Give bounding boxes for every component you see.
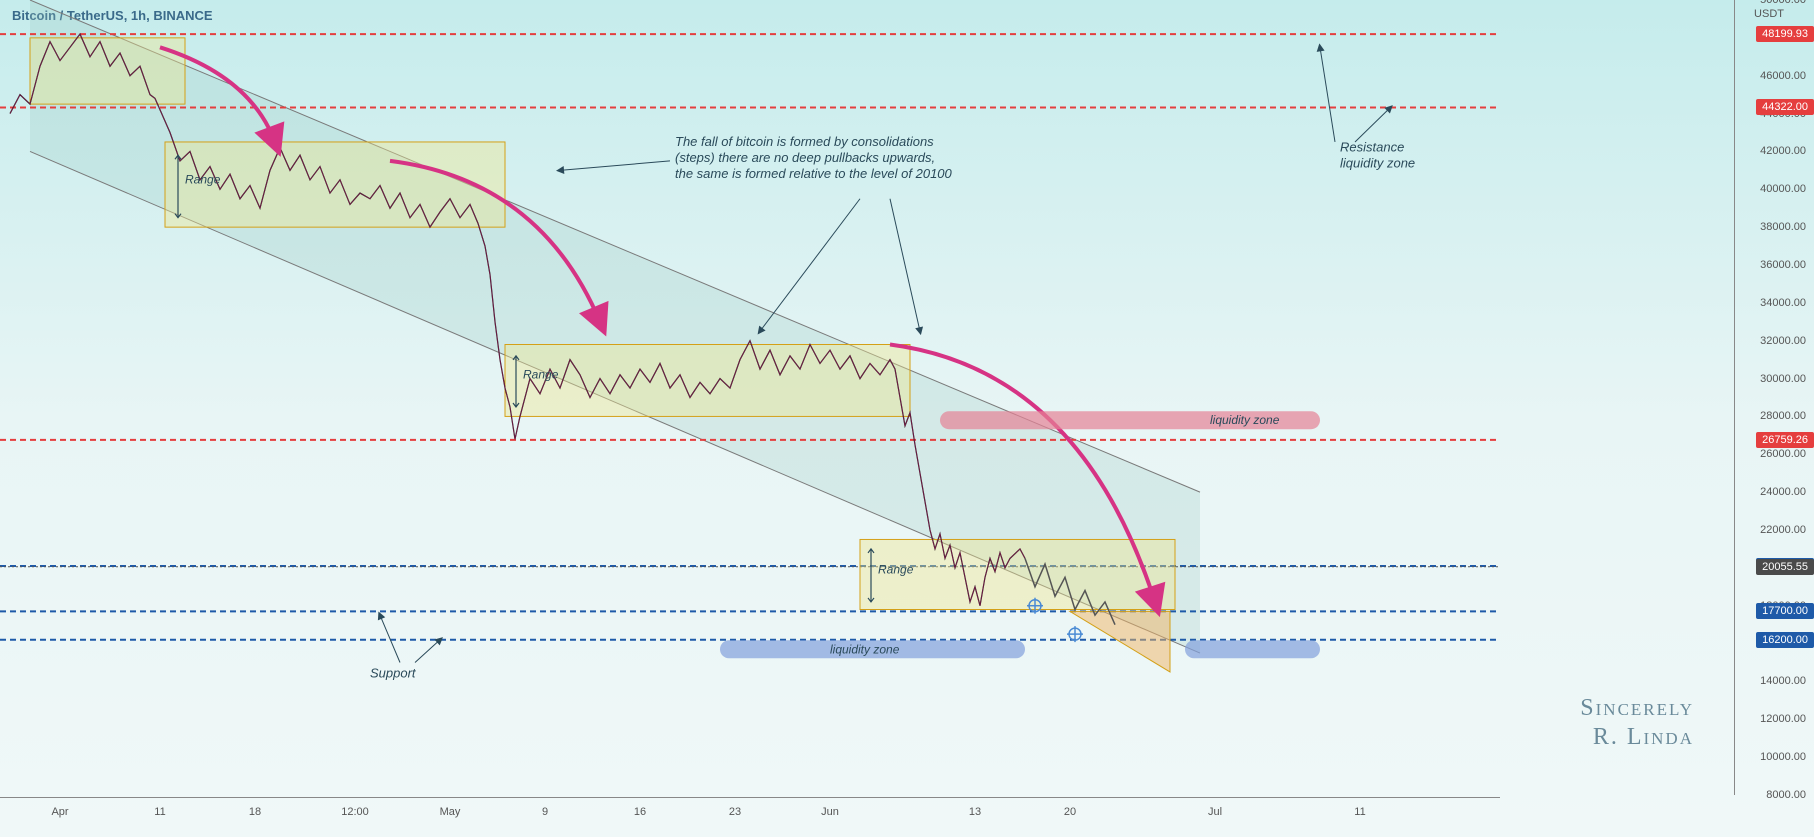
svg-text:Range: Range (878, 563, 914, 577)
svg-text:Resistance: Resistance (1340, 139, 1404, 154)
x-tick: 9 (542, 806, 548, 818)
price-label: 26759.26 (1756, 432, 1814, 448)
svg-text:liquidity zone: liquidity zone (830, 642, 900, 656)
svg-text:Range: Range (523, 368, 559, 382)
svg-text:(steps) there are no deep pull: (steps) there are no deep pullbacks upwa… (675, 150, 935, 165)
y-tick: 12000.00 (1760, 713, 1806, 725)
y-axis: 8000.0010000.0012000.0014000.0016000.001… (1734, 0, 1814, 795)
x-tick: Jul (1208, 806, 1222, 818)
price-label: 17700.00 (1756, 603, 1814, 619)
x-tick: May (440, 806, 461, 818)
y-tick: 42000.00 (1760, 145, 1806, 157)
y-tick: 28000.00 (1760, 410, 1806, 422)
x-tick: 20 (1064, 806, 1076, 818)
x-tick: Jun (821, 806, 839, 818)
y-tick: 38000.00 (1760, 221, 1806, 233)
y-tick: 24000.00 (1760, 486, 1806, 498)
svg-text:The fall of bitcoin is formed: The fall of bitcoin is formed by consoli… (675, 134, 934, 149)
price-label: 20055.55 (1756, 559, 1814, 575)
y-tick: 46000.00 (1760, 70, 1806, 82)
svg-text:Range: Range (185, 173, 221, 187)
svg-text:liquidity zone: liquidity zone (1340, 155, 1415, 170)
x-tick: 16 (634, 806, 646, 818)
y-tick: 26000.00 (1760, 448, 1806, 460)
x-axis: Apr 11 18 12:00 May 9 16 23 Jun 13 20 Jul 11 (0, 797, 1500, 837)
x-tick: 12:00 (341, 806, 369, 818)
chart-area[interactable]: liquidity zone liquidity zone Range Range Ra… (0, 0, 1500, 795)
y-tick: 30000.00 (1760, 373, 1806, 385)
x-tick: 11 (154, 806, 165, 818)
price-label: 48199.93 (1756, 26, 1814, 42)
signature-line2: R. Linda (1580, 723, 1694, 752)
y-tick: 50000.00 (1760, 0, 1806, 6)
signature-line1: Sincerely (1580, 694, 1694, 723)
x-tick: 11 (1354, 806, 1365, 818)
y-tick: 14000.00 (1760, 675, 1806, 687)
svg-text:liquidity zone: liquidity zone (1210, 413, 1280, 427)
svg-text:Support: Support (370, 666, 417, 681)
signature: Sincerely R. Linda (1580, 694, 1694, 752)
svg-text:the same is formed relative to: the same is formed relative to the level… (675, 166, 953, 181)
y-tick: 22000.00 (1760, 524, 1806, 536)
x-tick: 23 (729, 806, 741, 818)
y-tick: 10000.00 (1760, 751, 1806, 763)
y-tick: 40000.00 (1760, 183, 1806, 195)
y-tick: 32000.00 (1760, 335, 1806, 347)
x-tick: 13 (969, 806, 981, 818)
chart-svg: liquidity zone liquidity zone Range Range Ra… (0, 0, 1500, 795)
x-tick: 18 (249, 806, 261, 818)
x-tick: Apr (51, 806, 68, 818)
y-tick: 8000.00 (1766, 789, 1806, 801)
y-tick: 36000.00 (1760, 259, 1806, 271)
y-tick: 34000.00 (1760, 297, 1806, 309)
price-label: 44322.00 (1756, 99, 1814, 115)
price-label: 16200.00 (1756, 632, 1814, 648)
